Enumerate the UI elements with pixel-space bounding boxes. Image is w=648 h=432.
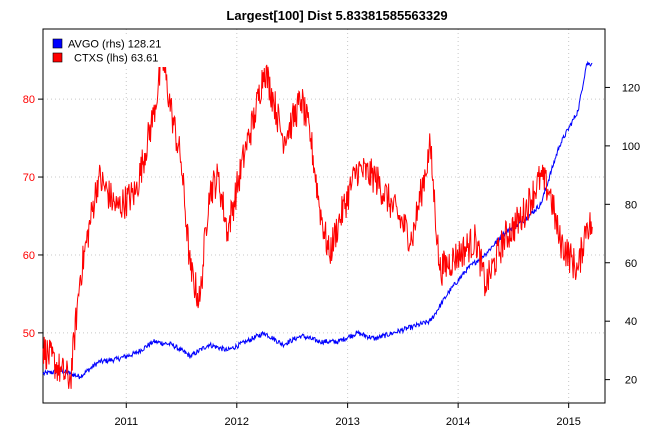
series-line-ctxs	[42, 53, 593, 389]
y-right-tick-label: 80	[625, 199, 637, 211]
legend-label-ctxs: CTXS (lhs) 63.61	[74, 53, 158, 65]
legend: AVGO (rhs) 128.21 CTXS (lhs) 63.61	[49, 35, 194, 67]
x-tick-label: 2015	[556, 416, 580, 428]
y-left-tick-label: 60	[23, 250, 35, 262]
plot-frame	[42, 28, 606, 404]
y-left-tick-label: 50	[23, 328, 35, 340]
grid	[43, 29, 605, 403]
y-right-tick-label: 20	[625, 375, 637, 387]
y-right-tick-label: 40	[625, 316, 637, 328]
series-line-avgo	[42, 60, 593, 380]
y-right-tick-label: 120	[622, 82, 640, 94]
axes: 2011 2012 2013 2014 2015 50 60 70 80 20 40 60 80 100 1…	[23, 82, 640, 428]
x-tick-label: 2014	[446, 416, 470, 428]
legend-label-avgo: AVGO (rhs) 128.21	[68, 39, 161, 51]
x-tick-label: 2012	[225, 416, 249, 428]
legend-swatch-ctxs	[52, 52, 63, 63]
legend-box	[49, 35, 194, 67]
y-right-tick-label: 60	[625, 258, 637, 270]
chart-title: Largest[100] Dist 5.83381585563329	[226, 8, 447, 23]
x-tick-label: 2013	[335, 416, 359, 428]
legend-swatch-avgo	[52, 38, 63, 49]
y-left-tick-label: 80	[23, 94, 35, 106]
series-lines	[42, 53, 593, 389]
y-left-tick-label: 70	[23, 172, 35, 184]
x-tick-label: 2011	[114, 416, 138, 428]
y-right-tick-label: 100	[622, 141, 640, 153]
